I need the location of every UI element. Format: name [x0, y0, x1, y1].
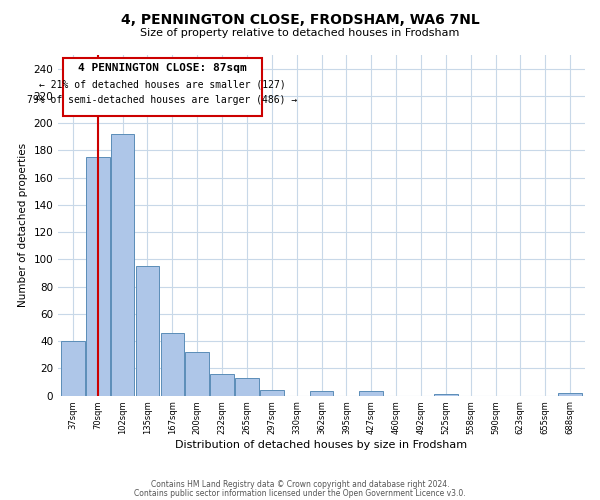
Text: Size of property relative to detached houses in Frodsham: Size of property relative to detached ho…: [140, 28, 460, 38]
Bar: [161, 333, 184, 396]
Text: ← 21% of detached houses are smaller (127): ← 21% of detached houses are smaller (12…: [39, 80, 286, 90]
Bar: [558, 393, 582, 396]
Bar: [235, 378, 259, 396]
Text: Contains HM Land Registry data © Crown copyright and database right 2024.: Contains HM Land Registry data © Crown c…: [151, 480, 449, 489]
Bar: [210, 374, 234, 396]
Bar: [111, 134, 134, 396]
Bar: [434, 394, 458, 396]
Bar: [310, 392, 334, 396]
Text: 79% of semi-detached houses are larger (486) →: 79% of semi-detached houses are larger (…: [27, 94, 298, 104]
Bar: [185, 352, 209, 396]
FancyBboxPatch shape: [63, 58, 262, 116]
Bar: [61, 341, 85, 396]
Text: 4 PENNINGTON CLOSE: 87sqm: 4 PENNINGTON CLOSE: 87sqm: [78, 63, 247, 73]
Bar: [359, 392, 383, 396]
X-axis label: Distribution of detached houses by size in Frodsham: Distribution of detached houses by size …: [175, 440, 467, 450]
Text: Contains public sector information licensed under the Open Government Licence v3: Contains public sector information licen…: [134, 488, 466, 498]
Text: 4, PENNINGTON CLOSE, FRODSHAM, WA6 7NL: 4, PENNINGTON CLOSE, FRODSHAM, WA6 7NL: [121, 12, 479, 26]
Y-axis label: Number of detached properties: Number of detached properties: [18, 143, 28, 308]
Bar: [260, 390, 284, 396]
Bar: [86, 157, 110, 396]
Bar: [136, 266, 160, 396]
